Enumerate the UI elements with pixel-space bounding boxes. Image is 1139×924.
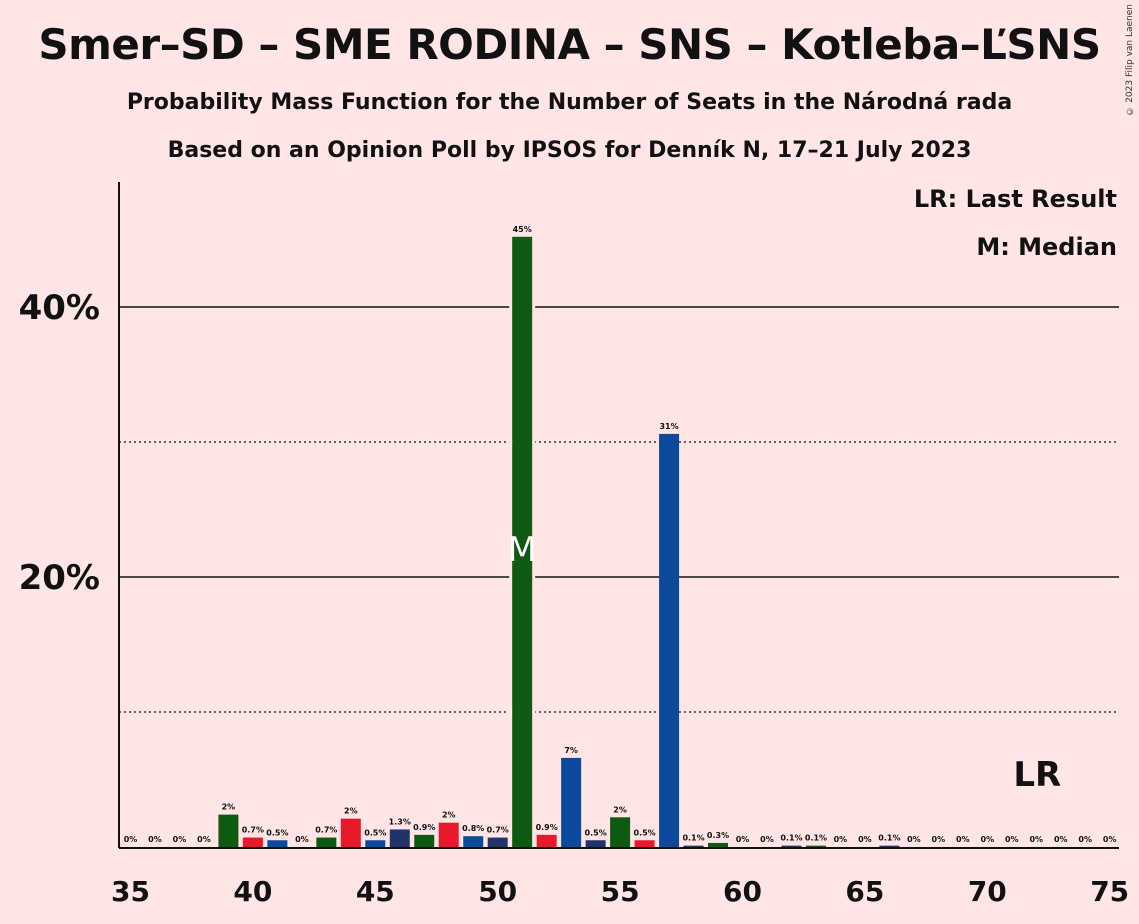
bar-40 [242,837,263,847]
bar-54 [585,840,606,847]
bar-label-56: 0.5% [633,828,655,837]
bar-label-74: 0% [1078,835,1092,844]
bar-63 [805,845,826,847]
gridline-gap [532,306,536,308]
bar-label-52: 0.9% [536,823,558,832]
bar-label-47: 0.9% [413,823,435,832]
x-tick-label: 40 [233,875,272,908]
bar-label-42: 0% [295,835,309,844]
x-tick-label: 65 [845,875,884,908]
gridline-gap [532,441,536,443]
bar-label-58: 0.1% [682,834,704,843]
y-tick-label: 20% [19,558,100,598]
bar-59 [708,842,729,847]
gridline-gap [509,306,513,308]
x-tick-label: 35 [111,875,150,908]
bar-46 [389,829,410,847]
bar-label-75: 0% [1103,835,1117,844]
bar-label-69: 0% [956,835,970,844]
x-tick-label: 75 [1090,875,1129,908]
bar-label-36: 0% [148,835,162,844]
x-tick-label: 45 [356,875,395,908]
bar-label-68: 0% [932,835,946,844]
bar-label-37: 0% [173,835,187,844]
gridline-gap [509,441,513,443]
bar-66 [879,845,900,847]
bar-52 [536,834,557,847]
bar-label-39: 2% [222,803,236,812]
bar-label-57: 31% [659,422,678,431]
bar-label-63: 0.1% [805,834,827,843]
gridline-gap [532,576,536,578]
bar-label-54: 0.5% [585,828,607,837]
bar-62 [781,845,802,847]
bar-label-73: 0% [1054,835,1068,844]
bar-label-72: 0% [1029,835,1043,844]
bar-label-45: 0.5% [364,828,386,837]
bar-56 [634,840,655,847]
grid-layer [119,306,1119,713]
bar-41 [267,840,288,847]
bar-label-46: 1.3% [389,817,411,826]
gridline-gap [509,576,513,578]
bar-layer: 0% 0% 0% 0%2%0.7% 0.5%0%0.7%2%0.5%1.3%0.9%2%… [124,225,1117,848]
bar-label-41: 0.5% [266,828,288,837]
bar-label-60: 0% [736,835,750,844]
bar-51 [512,236,533,848]
legend-last-result: LR: Last Result [913,185,1117,213]
bar-label-61: 0% [760,835,774,844]
bar-label-50: 0.7% [487,826,509,835]
bar-label-49: 0.8% [462,824,484,833]
legend-median: M: Median [976,233,1117,261]
bar-label-40: 0.7% [242,826,264,835]
y-tick-label: 40% [19,288,100,328]
bar-label-59: 0.3% [707,831,729,840]
bar-label-64: 0% [834,835,848,844]
bar-label-51: 45% [513,225,532,234]
bar-label-66: 0.1% [878,834,900,843]
bar-49 [463,836,484,847]
x-tick-label: 55 [601,875,640,908]
bar-label-43: 0.7% [315,826,337,835]
bar-label-53: 7% [564,746,578,755]
bar-48 [438,822,459,847]
bar-55 [610,817,631,847]
bar-label-62: 0.1% [780,834,802,843]
bar-57 [659,433,680,847]
bar-39 [218,814,239,847]
chart-subtitle: Probability Mass Function for the Number… [126,90,1013,115]
bar-label-48: 2% [442,811,456,820]
bar-50 [487,837,508,847]
gridline-gap [509,711,513,713]
bar-53 [561,757,582,847]
bar-45 [365,840,386,847]
bar-label-38: 0% [197,835,211,844]
median-marker: M [508,530,537,570]
gridline-gap [532,711,536,713]
bar-label-67: 0% [907,835,921,844]
x-tick-label: 70 [968,875,1007,908]
bar-label-71: 0% [1005,835,1019,844]
bar-label-55: 2% [613,805,627,814]
bar-label-65: 0% [858,835,872,844]
bar-44 [340,818,361,847]
chart-title: Smer–SD – SME RODINA – SNS – Kotleba–ĽSN… [38,20,1101,69]
chart-source: Based on an Opinion Poll by IPSOS for De… [167,138,972,163]
bar-58 [683,845,704,847]
bar-label-70: 0% [981,835,995,844]
bar-label-35: 0% [124,835,138,844]
bar-43 [316,837,337,847]
x-tick-label: 60 [723,875,762,908]
axis-layer: 20% 40% 35 40 45 50 55 60 65 70 75 [19,182,1129,908]
last-result-marker: LR [1013,755,1061,795]
x-tick-label: 50 [478,875,517,908]
bar-label-44: 2% [344,807,358,816]
bar-47 [414,834,435,847]
